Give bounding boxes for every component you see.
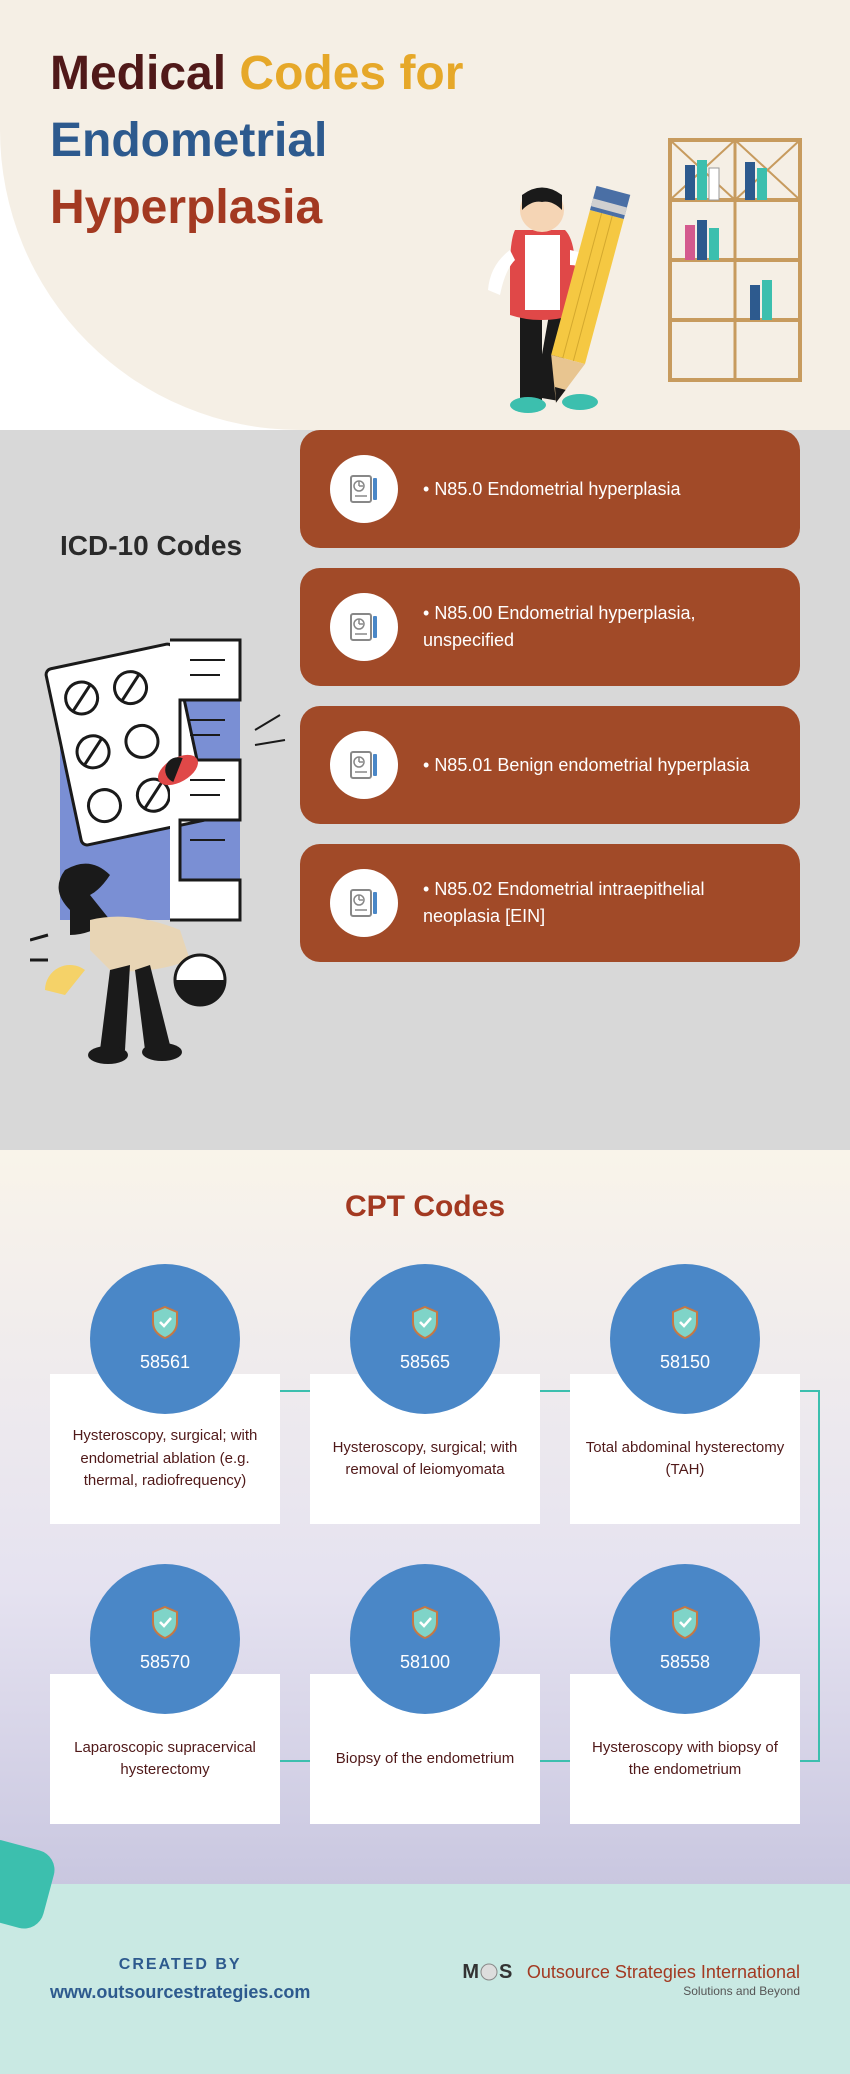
cpt-code-number: 58570	[140, 1652, 190, 1673]
icd-illustration	[30, 630, 310, 1030]
cpt-section-title: CPT Codes	[50, 1190, 800, 1224]
title-word-hyperplasia: Hyperplasia	[50, 181, 322, 234]
cpt-code-number: 58100	[400, 1652, 450, 1673]
cpt-code-number: 58558	[660, 1652, 710, 1673]
logo-prefix: MS	[462, 1961, 512, 1983]
cpt-code-number: 58565	[400, 1352, 450, 1373]
shield-icon	[670, 1305, 700, 1340]
title-word-endometrial: Endometrial	[50, 114, 327, 167]
icd-section-title: ICD-10 Codes	[60, 530, 242, 562]
header-illustration	[430, 120, 810, 400]
document-icon	[330, 869, 398, 937]
icd-card: N85.02 Endometrial intraepithelial neopl…	[300, 844, 800, 962]
cpt-circle: 58558	[610, 1564, 760, 1714]
cpt-card: 58150 Total abdominal hysterectomy (TAH)	[570, 1264, 800, 1524]
infographic-root: Medical Codes for Endometrial Hyperplasi…	[0, 0, 850, 2074]
footer-section: CREATED BY www.outsourcestrategies.com M…	[0, 1884, 850, 2074]
cpt-code-number: 58561	[140, 1352, 190, 1373]
icd-code-text: N85.0 Endometrial hyperplasia	[423, 476, 680, 503]
cpt-circle: 58565	[350, 1264, 500, 1414]
shield-icon	[410, 1305, 440, 1340]
company-logo-line: MS Outsource Strategies International	[462, 1961, 800, 1984]
cpt-card: 58570 Laparoscopic supracervical hystere…	[50, 1564, 280, 1824]
company-name: Outsource Strategies International	[527, 1962, 800, 1982]
document-icon	[330, 593, 398, 661]
title-word-codes-for: Codes for	[239, 47, 463, 100]
cpt-circle: 58570	[90, 1564, 240, 1714]
shield-icon	[670, 1605, 700, 1640]
document-icon	[330, 455, 398, 523]
bookshelf-person-illustration	[430, 120, 810, 420]
cpt-desc-text: Laparoscopic supracervical hysterectomy	[65, 1737, 265, 1782]
cpt-desc-text: Hysteroscopy with biopsy of the endometr…	[585, 1737, 785, 1782]
icd-card: N85.01 Benign endometrial hyperplasia	[300, 706, 800, 824]
icd-code-text: N85.00 Endometrial hyperplasia, unspecif…	[423, 600, 770, 654]
cpt-section: CPT Codes 58561 Hysteroscopy, surgical; …	[0, 1150, 850, 1884]
title-word-medical: Medical	[50, 47, 226, 100]
icd-card: N85.0 Endometrial hyperplasia	[300, 430, 800, 548]
header-section: Medical Codes for Endometrial Hyperplasi…	[0, 0, 850, 430]
icd-code-text: N85.01 Benign endometrial hyperplasia	[423, 752, 750, 779]
cpt-circle: 58150	[610, 1264, 760, 1414]
icd-cards-container: N85.0 Endometrial hyperplasia N85.00 End…	[300, 430, 800, 982]
created-by-label: CREATED BY	[50, 1956, 310, 1974]
document-icon	[330, 731, 398, 799]
cpt-desc-text: Hysteroscopy, surgical; with endometrial…	[65, 1425, 265, 1493]
company-tagline: Solutions and Beyond	[462, 1984, 800, 1998]
icd-code-text: N85.02 Endometrial intraepithelial neopl…	[423, 876, 770, 930]
cpt-circle: 58100	[350, 1564, 500, 1714]
shield-icon	[150, 1305, 180, 1340]
footer-right: MS Outsource Strategies International So…	[462, 1961, 800, 1998]
cpt-desc-text: Biopsy of the endometrium	[336, 1748, 514, 1771]
shield-icon	[410, 1605, 440, 1640]
cpt-card: 58565 Hysteroscopy, surgical; with remov…	[310, 1264, 540, 1524]
cpt-card: 58558 Hysteroscopy with biopsy of the en…	[570, 1564, 800, 1824]
icd-card: N85.00 Endometrial hyperplasia, unspecif…	[300, 568, 800, 686]
icd-section: ICD-10 Codes N85.0 Endometrial hyperplas…	[0, 430, 850, 1150]
cpt-code-number: 58150	[660, 1352, 710, 1373]
cpt-circle: 58561	[90, 1264, 240, 1414]
footer-left: CREATED BY www.outsourcestrategies.com	[50, 1956, 310, 2003]
cpt-card: 58100 Biopsy of the endometrium	[310, 1564, 540, 1824]
cpt-desc-text: Hysteroscopy, surgical; with removal of …	[325, 1437, 525, 1482]
cpt-card: 58561 Hysteroscopy, surgical; with endom…	[50, 1264, 280, 1524]
cpt-desc-text: Total abdominal hysterectomy (TAH)	[585, 1437, 785, 1482]
shield-icon	[150, 1605, 180, 1640]
website-url: www.outsourcestrategies.com	[50, 1982, 310, 2003]
cpt-grid: 58561 Hysteroscopy, surgical; with endom…	[50, 1264, 800, 1824]
